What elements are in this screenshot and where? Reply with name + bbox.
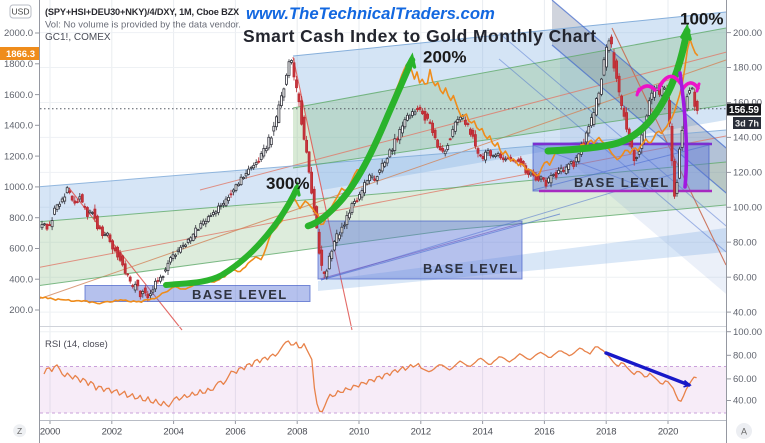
svg-text:1400.0: 1400.0 [4, 121, 33, 132]
svg-text:1600.0: 1600.0 [4, 90, 33, 101]
svg-text:2008: 2008 [287, 427, 307, 438]
svg-text:80.00: 80.00 [733, 351, 757, 362]
svg-text:2006: 2006 [225, 427, 245, 438]
svg-text:www.TheTechnicalTraders.com: www.TheTechnicalTraders.com [246, 4, 495, 23]
svg-text:3d 7h: 3d 7h [735, 118, 759, 128]
svg-text:1800.0: 1800.0 [4, 59, 33, 70]
svg-text:300%: 300% [266, 174, 309, 193]
svg-text:800.0: 800.0 [9, 213, 33, 224]
svg-text:60.00: 60.00 [733, 272, 757, 283]
svg-text:600.0: 600.0 [9, 244, 33, 255]
svg-text:120.00: 120.00 [733, 168, 762, 179]
svg-text:100.00: 100.00 [733, 203, 762, 214]
svg-text:RSI (14, close): RSI (14, close) [45, 339, 108, 350]
svg-text:160.00: 160.00 [733, 98, 762, 109]
svg-text:USD: USD [12, 7, 30, 17]
svg-text:100%: 100% [680, 10, 723, 29]
svg-text:BASE LEVEL: BASE LEVEL [192, 287, 288, 302]
svg-text:2010: 2010 [349, 427, 369, 438]
svg-text:2000.0: 2000.0 [4, 28, 33, 39]
svg-text:2012: 2012 [411, 427, 431, 438]
svg-text:40.00: 40.00 [733, 396, 757, 407]
svg-text:2004: 2004 [163, 427, 183, 438]
svg-text:GC1!, COMEX: GC1!, COMEX [45, 32, 111, 43]
svg-text:Z: Z [17, 426, 22, 436]
svg-text:1200.0: 1200.0 [4, 151, 33, 162]
svg-text:1866.3: 1866.3 [6, 49, 35, 60]
svg-text:2002: 2002 [102, 427, 122, 438]
svg-text:BASE LEVEL: BASE LEVEL [574, 175, 670, 190]
svg-text:200%: 200% [423, 48, 466, 67]
svg-text:180.00: 180.00 [733, 63, 762, 74]
svg-text:1000.0: 1000.0 [4, 182, 33, 193]
svg-text:A: A [741, 427, 747, 437]
svg-text:(SPY+HSI+DEU30+NKY)/4/DXY, 1M,: (SPY+HSI+DEU30+NKY)/4/DXY, 1M, Cboe BZX [45, 7, 240, 17]
svg-text:200.0: 200.0 [9, 305, 33, 316]
svg-text:140.00: 140.00 [733, 133, 762, 144]
svg-text:100.00: 100.00 [733, 327, 762, 338]
svg-text:2020: 2020 [658, 427, 678, 438]
svg-text:80.00: 80.00 [733, 237, 757, 248]
svg-text:BASE LEVEL: BASE LEVEL [423, 261, 519, 276]
svg-text:2018: 2018 [596, 427, 616, 438]
svg-text:400.0: 400.0 [9, 274, 33, 285]
svg-text:156.59: 156.59 [729, 105, 760, 116]
svg-text:Smart Cash Index to Gold Month: Smart Cash Index to Gold Monthly Chart [243, 26, 597, 46]
svg-text:Vol: No volume is provided by: Vol: No volume is provided by the data v… [45, 20, 241, 31]
svg-text:200.00: 200.00 [733, 28, 762, 39]
svg-text:2014: 2014 [472, 427, 492, 438]
svg-text:60.00: 60.00 [733, 374, 757, 385]
svg-text:2000: 2000 [40, 427, 60, 438]
svg-text:40.00: 40.00 [733, 307, 757, 318]
svg-text:2016: 2016 [534, 427, 554, 438]
